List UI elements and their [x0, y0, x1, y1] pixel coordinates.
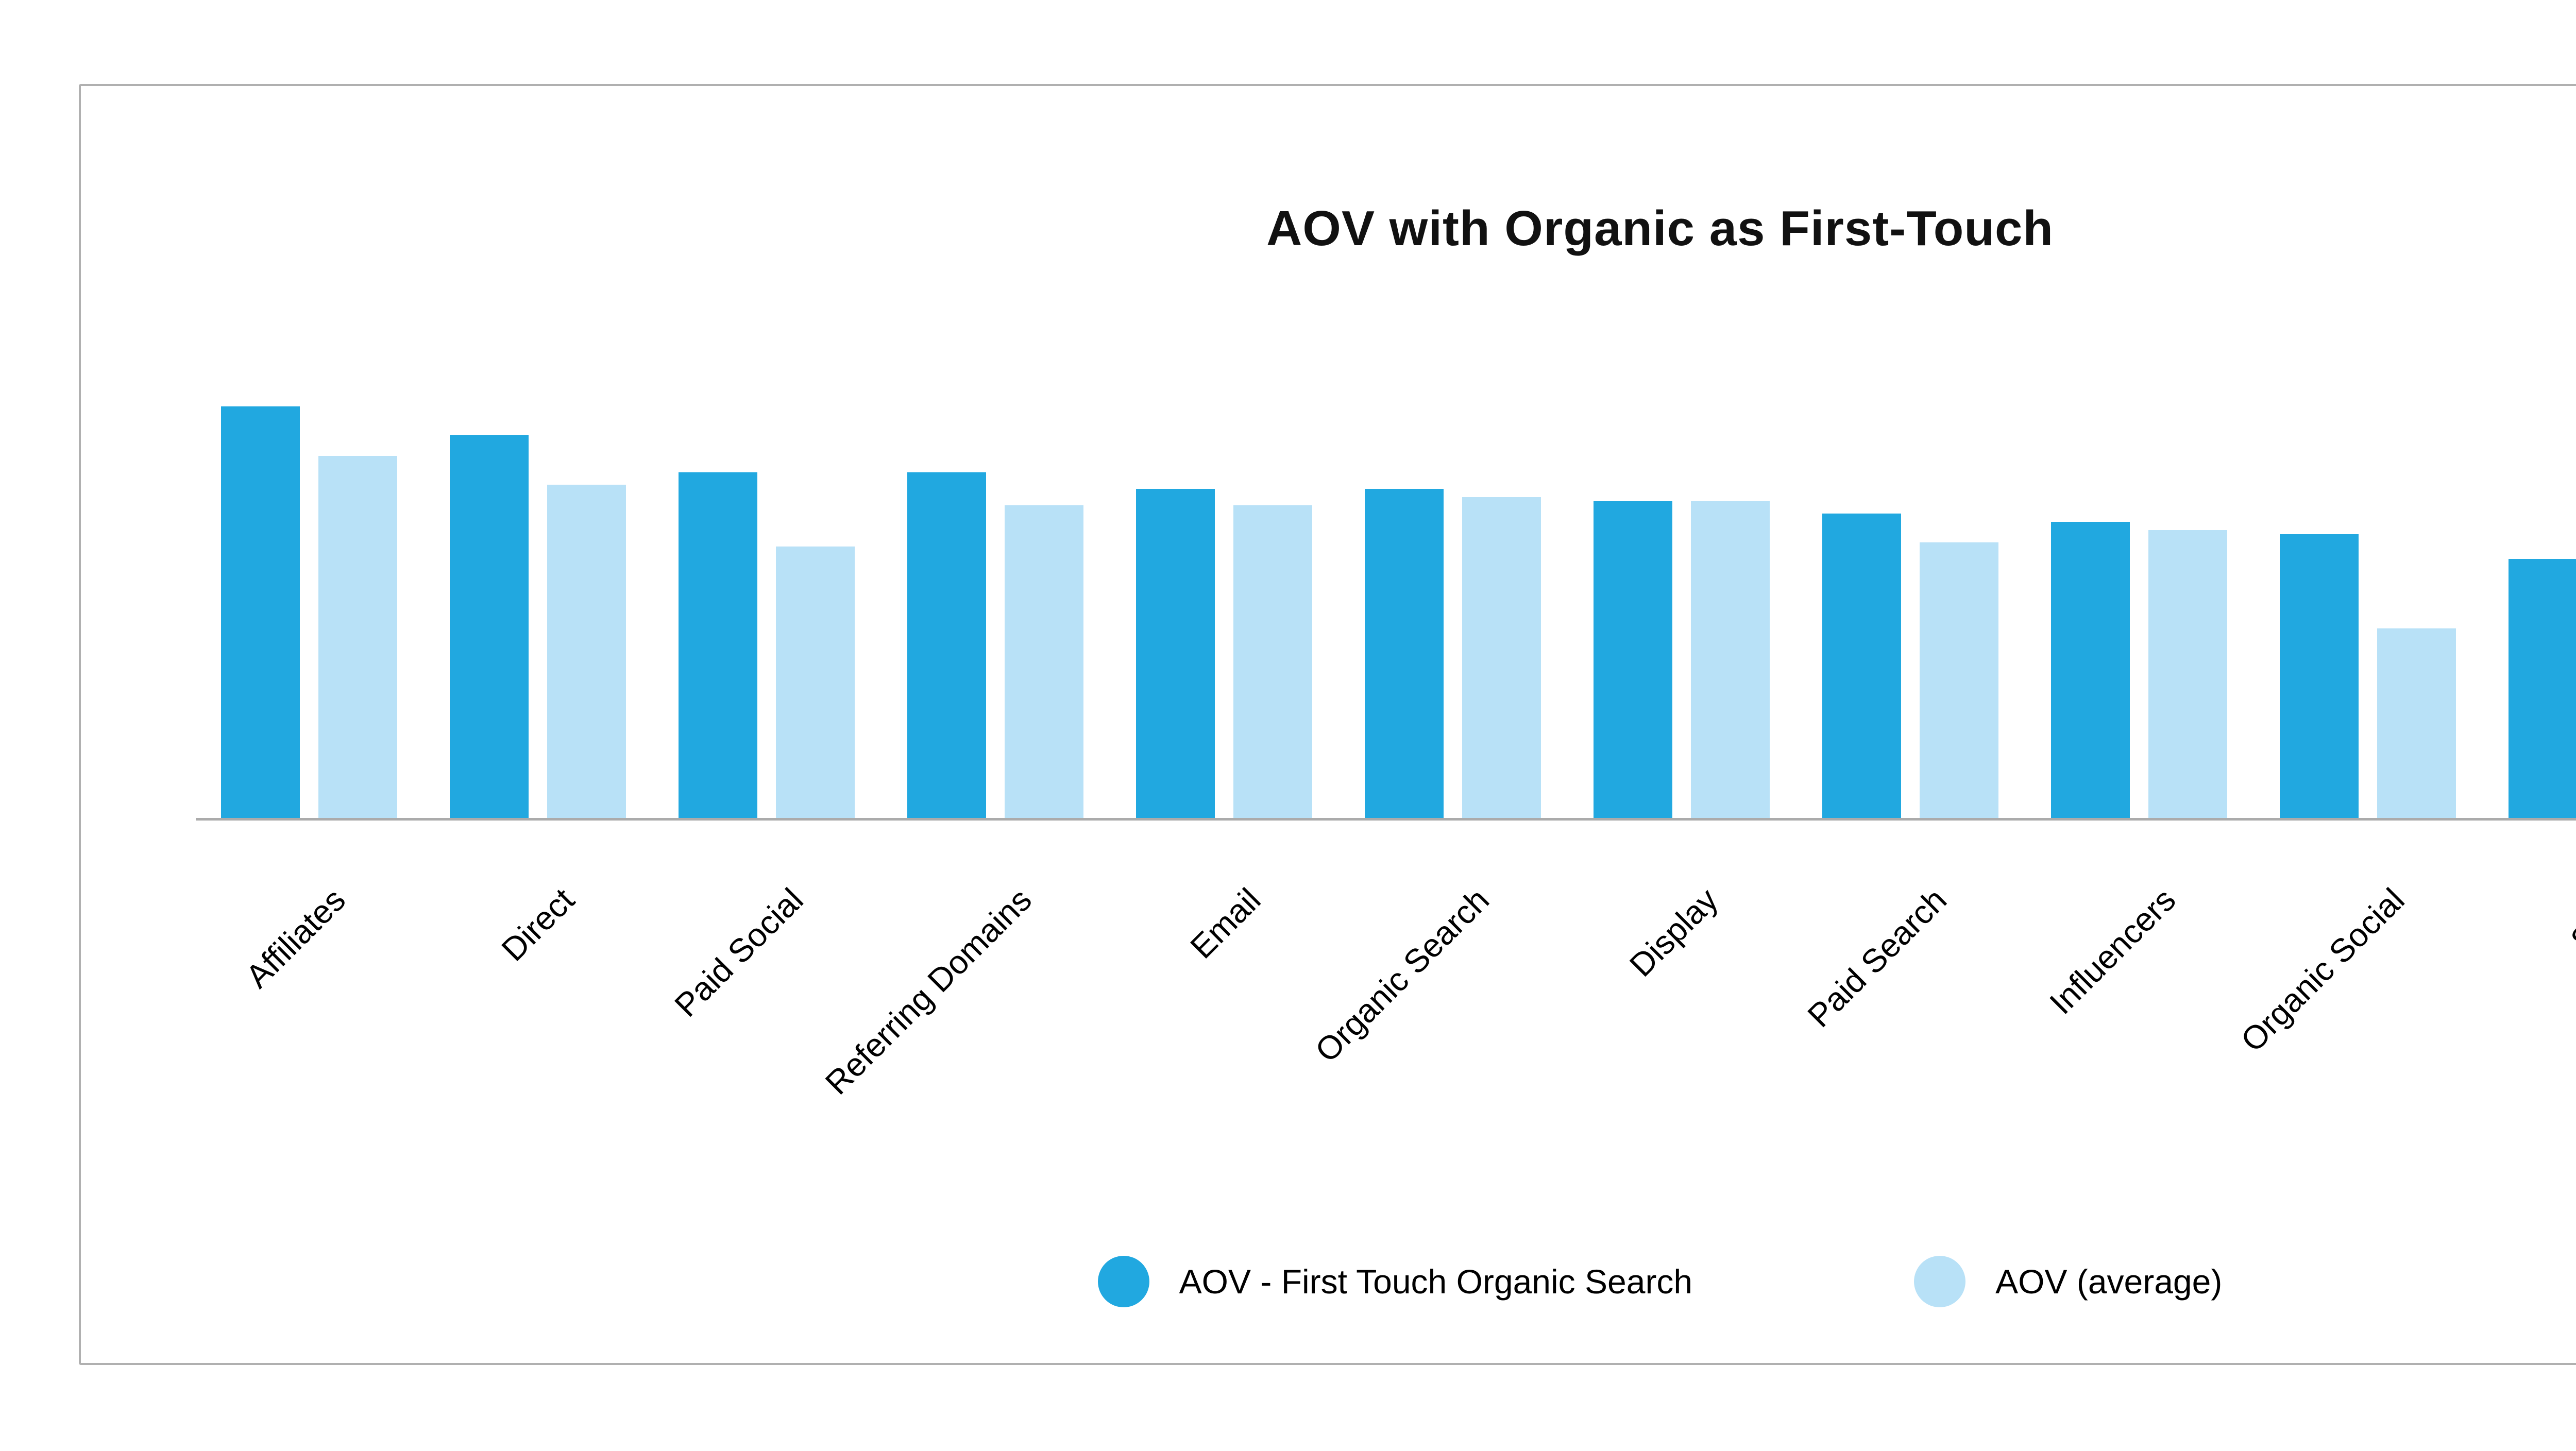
primary-bar-organic-social-9 [2280, 534, 2359, 818]
legend-dot-first-touch-organic-search [1097, 1256, 1149, 1307]
primary-bar-affiliates-0 [221, 406, 300, 818]
legend-label-aov-average: AOV (average) [1995, 1262, 2223, 1301]
legend-item-aov-average: AOV (average) [1914, 1256, 2222, 1307]
secondary-bar-referring-domains-3 [1005, 505, 1083, 818]
secondary-bar-email-4 [1233, 505, 1312, 818]
legend-label-first-touch-organic-search: AOV - First Touch Organic Search [1179, 1262, 1693, 1301]
chart-card: AOV with Organic as First-Touch Affiliat… [79, 84, 2576, 1365]
primary-bar-paid-social-2 [679, 472, 757, 818]
x-axis-labels: Affiliates Direct Paid Social Referring Dom… [239, 881, 2576, 1102]
secondary-bar-display-6 [1691, 501, 1770, 818]
legend-item-first-touch-organic-search: AOV - First Touch Organic Search [1097, 1256, 1693, 1307]
primary-bar-email-4 [1136, 489, 1215, 818]
primary-bar-direct-1 [450, 435, 529, 818]
primary-bar-display-6 [1594, 501, 1672, 818]
primary-bar-influencers-8 [2051, 522, 2130, 818]
secondary-bar-direct-1 [547, 485, 626, 818]
chart-title: AOV with Organic as First-Touch [1266, 201, 2054, 256]
primary-bar-sms-10 [2509, 559, 2576, 818]
primary-bar-organic-search-5 [1365, 489, 1444, 818]
secondary-bar-organic-social-9 [2377, 628, 2456, 818]
legend: AOV - First Touch Organic Search AOV (av… [81, 1256, 2576, 1307]
secondary-bar-influencers-8 [2148, 530, 2227, 818]
primary-bar-referring-domains-3 [907, 472, 986, 818]
secondary-bar-organic-search-5 [1462, 497, 1541, 818]
plot-area [196, 378, 2576, 821]
secondary-bar-affiliates-0 [318, 456, 397, 818]
legend-dot-aov-average [1914, 1256, 1966, 1307]
secondary-bar-paid-social-2 [776, 547, 855, 818]
primary-bar-paid-search-7 [1822, 514, 1901, 818]
secondary-bar-paid-search-7 [1920, 542, 1998, 818]
